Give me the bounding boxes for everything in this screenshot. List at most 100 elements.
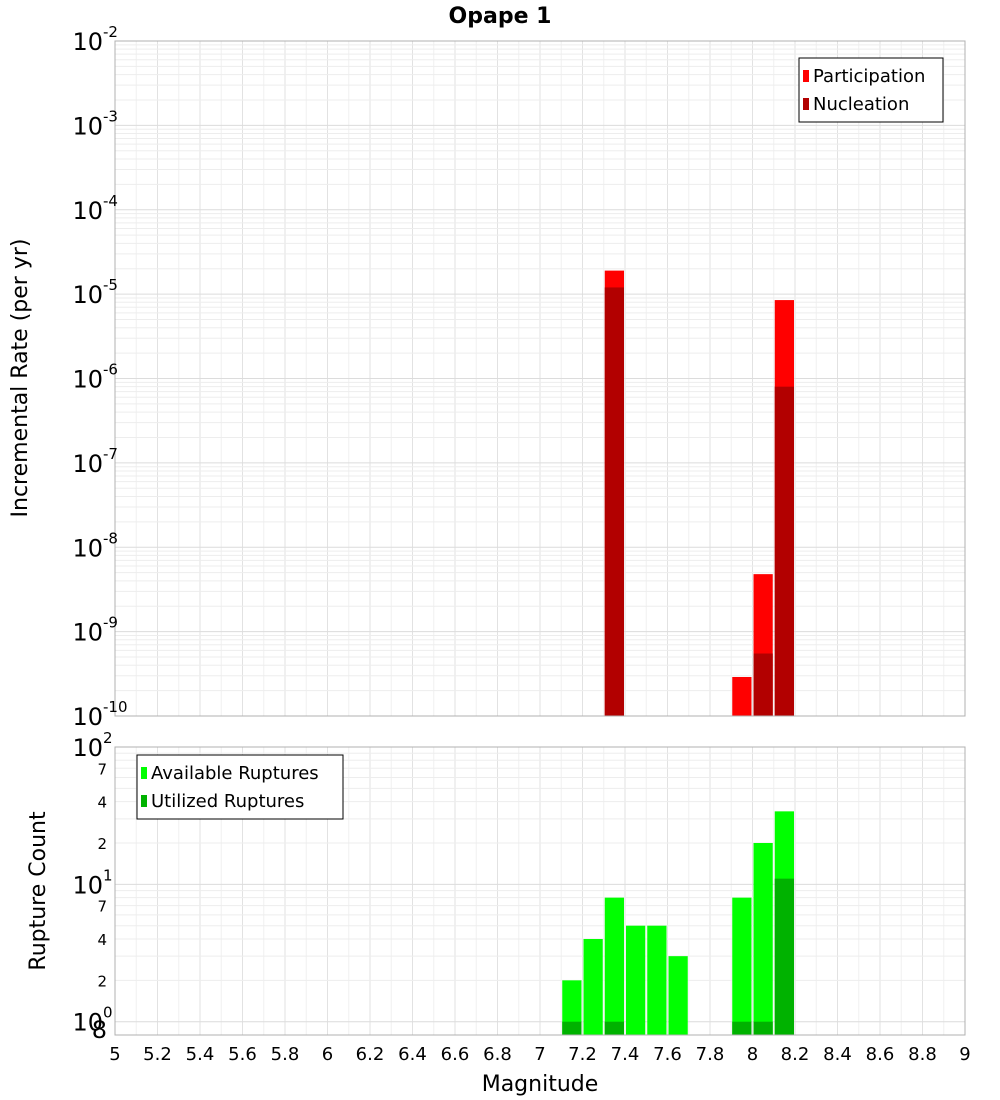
bar-utilized-ruptures bbox=[753, 1021, 773, 1035]
svg-text:2: 2 bbox=[103, 729, 113, 747]
x-tick-label: 7.8 bbox=[696, 1044, 725, 1065]
bottom-bars bbox=[562, 811, 794, 1035]
bar-nucleation bbox=[774, 386, 794, 716]
svg-text:10: 10 bbox=[72, 734, 103, 762]
svg-text:10: 10 bbox=[72, 450, 103, 478]
y-tick-label: 10 -9 bbox=[72, 614, 118, 647]
bar-utilized-ruptures bbox=[562, 1021, 582, 1035]
bottom-y-axis-label: Rupture Count bbox=[26, 811, 51, 971]
bar-nucleation bbox=[753, 653, 773, 716]
y-tick-label: 10 -8 bbox=[72, 529, 118, 562]
y-minor-tick-label: 2 bbox=[97, 835, 107, 853]
x-tick-label: 7 bbox=[534, 1044, 545, 1065]
x-tick-label: 8.8 bbox=[908, 1044, 937, 1065]
svg-text:10: 10 bbox=[72, 534, 103, 562]
svg-text:0: 0 bbox=[103, 1004, 113, 1022]
legend-entry: Utilized Ruptures bbox=[151, 791, 304, 812]
x-tick-label: 7.2 bbox=[568, 1044, 597, 1065]
bottom-legend: Available Ruptures Utilized Ruptures bbox=[136, 754, 344, 820]
svg-text:-2: -2 bbox=[103, 23, 118, 41]
svg-text:-5: -5 bbox=[103, 276, 118, 294]
x-tick-label: 7.6 bbox=[653, 1044, 682, 1065]
y-tick-label: 10 -4 bbox=[72, 192, 118, 225]
y-tick-label: 10 -10 bbox=[72, 698, 127, 731]
legend-swatch bbox=[803, 70, 809, 82]
x-tick-label: 5.8 bbox=[271, 1044, 300, 1065]
y-minor-tick-label: 7 bbox=[97, 898, 107, 916]
svg-text:-7: -7 bbox=[103, 445, 118, 463]
y-tick-label: 10 -7 bbox=[72, 445, 118, 478]
svg-text:10: 10 bbox=[72, 871, 103, 899]
x-tick-label: 8.4 bbox=[823, 1044, 852, 1065]
x-tick-label: 6.4 bbox=[398, 1044, 427, 1065]
x-tick-label: 5.4 bbox=[186, 1044, 215, 1065]
bar-available-ruptures bbox=[583, 939, 603, 1035]
svg-text:1: 1 bbox=[103, 866, 113, 884]
x-tick-label: 6.8 bbox=[483, 1044, 512, 1065]
y-minor-tick-label: 8 bbox=[92, 1016, 107, 1044]
x-tick-label: 9 bbox=[959, 1044, 970, 1065]
x-tick-label: 7.4 bbox=[611, 1044, 640, 1065]
y-tick-label: 10 -2 bbox=[72, 23, 118, 56]
bar-available-ruptures bbox=[604, 897, 624, 1035]
svg-text:10: 10 bbox=[72, 112, 103, 140]
x-tick-label: 8 bbox=[747, 1044, 758, 1065]
svg-text:-8: -8 bbox=[103, 529, 118, 547]
y-tick-label: 10 -3 bbox=[72, 107, 118, 140]
svg-text:10: 10 bbox=[72, 619, 103, 647]
svg-text:-6: -6 bbox=[103, 361, 118, 379]
legend-entry: Available Ruptures bbox=[151, 763, 319, 784]
x-tick-label: 5.6 bbox=[228, 1044, 257, 1065]
y-minor-tick-label: 4 bbox=[97, 931, 107, 949]
y-minor-tick-label: 4 bbox=[97, 794, 107, 812]
svg-text:10: 10 bbox=[72, 197, 103, 225]
top-y-tick-labels: 10-210-310-410-510-610-710-810-910-10 bbox=[72, 23, 127, 731]
svg-text:10: 10 bbox=[72, 28, 103, 56]
x-tick-label: 6.2 bbox=[356, 1044, 385, 1065]
bar-available-ruptures bbox=[626, 925, 646, 1035]
svg-text:10: 10 bbox=[72, 1009, 103, 1037]
bar-utilized-ruptures bbox=[774, 878, 794, 1035]
svg-text:-10: -10 bbox=[103, 698, 128, 716]
legend-entry: Nucleation bbox=[813, 94, 909, 115]
svg-text:-4: -4 bbox=[103, 192, 118, 210]
bar-available-ruptures bbox=[562, 980, 582, 1035]
bottom-plot-border bbox=[114, 746, 966, 1036]
y-tick-label: 10 -5 bbox=[72, 276, 118, 309]
y-tick-label: 10 -6 bbox=[72, 361, 118, 394]
svg-text:10: 10 bbox=[72, 366, 103, 394]
y-tick-label: 10 2 bbox=[72, 729, 112, 762]
bar-utilized-ruptures bbox=[604, 1021, 624, 1035]
legend-box bbox=[136, 754, 344, 820]
x-tick-label: 8.2 bbox=[781, 1044, 810, 1065]
y-minor-tick-label: 2 bbox=[97, 972, 107, 990]
bar-available-ruptures bbox=[732, 897, 752, 1035]
x-tick-label: 6 bbox=[322, 1044, 333, 1065]
x-tick-label: 5 bbox=[109, 1044, 120, 1065]
svg-text:-9: -9 bbox=[103, 614, 118, 632]
participation-rate-panel: 10-210-310-410-510-610-710-810-910-10 In… bbox=[8, 23, 966, 731]
x-axis-label: Magnitude bbox=[482, 1072, 599, 1097]
bar-utilized-ruptures bbox=[732, 1021, 752, 1035]
legend-entry: Participation bbox=[813, 66, 925, 87]
bar-available-ruptures bbox=[647, 925, 667, 1035]
svg-text:-3: -3 bbox=[103, 107, 118, 125]
top-grid bbox=[114, 41, 966, 717]
bar-available-ruptures bbox=[668, 956, 688, 1035]
y-tick-label: 10 0 bbox=[72, 1004, 112, 1037]
legend-box bbox=[798, 57, 944, 123]
top-bars bbox=[604, 270, 794, 716]
svg-text:10: 10 bbox=[72, 703, 103, 731]
bar-available-ruptures bbox=[753, 843, 773, 1035]
chart-title: Opape 1 bbox=[449, 4, 552, 29]
x-tick-label: 5.2 bbox=[143, 1044, 172, 1065]
x-tick-label: 6.6 bbox=[441, 1044, 470, 1065]
y-tick-label: 10 1 bbox=[72, 866, 112, 899]
bar-participation bbox=[732, 676, 752, 716]
y-minor-tick-label: 7 bbox=[97, 760, 107, 778]
top-plot-border bbox=[114, 40, 966, 717]
legend-swatch bbox=[141, 795, 147, 807]
